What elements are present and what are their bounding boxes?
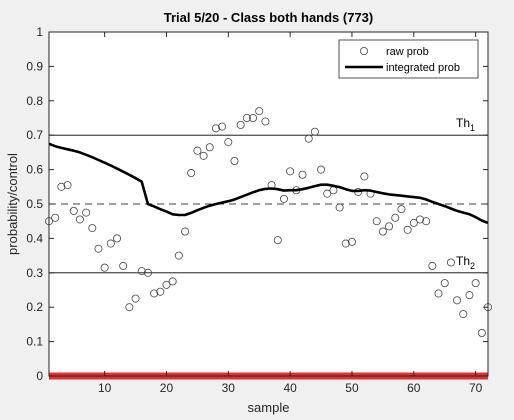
raw-prob-point <box>335 203 344 212</box>
raw-prob-point <box>82 208 91 217</box>
y-tick-label: 0 <box>36 369 43 383</box>
raw-prob-point <box>323 189 332 198</box>
y-tick-label: 0.8 <box>26 94 43 108</box>
raw-prob-point <box>477 328 486 337</box>
raw-prob-point <box>298 170 307 179</box>
legend: raw prob integrated prob <box>338 39 479 79</box>
integrated-prob-line <box>48 142 489 225</box>
threshold-label-2: Th2 <box>456 254 475 271</box>
y-tick-label: 0.9 <box>26 59 43 73</box>
raw-prob-point <box>187 169 196 178</box>
raw-prob-point <box>113 234 122 243</box>
raw-prob-point <box>69 206 78 215</box>
raw-prob-point <box>224 138 233 147</box>
raw-prob-point <box>397 205 406 214</box>
raw-prob-point <box>119 261 128 270</box>
raw-prob-point <box>465 291 474 300</box>
plot-frame <box>48 31 489 377</box>
raw-prob-point <box>255 107 264 116</box>
raw-prob-point <box>205 143 214 152</box>
raw-prob-point <box>453 296 462 305</box>
raw-prob-point <box>310 127 319 136</box>
raw-prob-point <box>273 236 282 245</box>
raw-prob-point <box>286 167 295 176</box>
raw-prob-point <box>181 227 190 236</box>
raw-prob-point <box>341 239 350 248</box>
raw-prob-point <box>236 120 245 129</box>
y-tick-label: 1 <box>36 25 43 39</box>
raw-prob-point <box>317 165 326 174</box>
raw-prob-point <box>63 181 72 190</box>
raw-prob-point <box>347 237 356 246</box>
raw-prob-point <box>94 244 103 253</box>
raw-prob-point <box>440 279 449 288</box>
x-tick-label: 10 <box>98 381 112 395</box>
raw-prob-point <box>403 225 412 234</box>
raw-prob-point <box>211 124 220 133</box>
legend-raw-label: raw prob <box>386 46 429 58</box>
y-axis-label: probability/control <box>5 153 20 255</box>
raw-prob-point <box>378 227 387 236</box>
raw-prob-point <box>415 215 424 224</box>
x-tick-label: 60 <box>407 381 421 395</box>
raw-prob-point <box>471 279 480 288</box>
raw-prob-point <box>391 213 400 222</box>
raw-prob-point <box>422 217 431 226</box>
x-tick-label: 30 <box>222 381 236 395</box>
y-tick-label: 0.3 <box>26 266 43 280</box>
raw-prob-point <box>218 122 227 131</box>
raw-prob-point <box>230 156 239 165</box>
raw-prob-point <box>106 239 115 248</box>
threshold-label-1: Th1 <box>456 116 475 133</box>
raw-prob-point <box>434 289 443 298</box>
y-tick-label: 0.7 <box>26 128 43 142</box>
raw-prob-point <box>168 277 177 286</box>
x-tick-label: 40 <box>283 381 297 395</box>
legend-integrated-label: integrated prob <box>386 62 460 74</box>
raw-prob-point <box>446 258 455 267</box>
raw-prob-point <box>57 182 66 191</box>
raw-prob-point <box>360 172 369 181</box>
raw-prob-point <box>193 146 202 155</box>
raw-prob-point <box>143 268 152 277</box>
raw-prob-point <box>156 287 165 296</box>
legend-box <box>338 39 479 79</box>
raw-prob-point <box>174 251 183 260</box>
y-tick-label: 0.6 <box>26 163 43 177</box>
raw-prob-point <box>137 267 146 276</box>
raw-prob-point <box>125 303 134 312</box>
x-tick-label: 20 <box>160 381 174 395</box>
raw-prob-point <box>51 213 60 222</box>
raw-prob-point <box>409 218 418 227</box>
raw-prob-point <box>150 289 159 298</box>
raw-prob-point <box>131 294 140 303</box>
raw-prob-point <box>249 114 258 123</box>
raw-prob-point <box>261 117 270 126</box>
raw-prob-point <box>372 217 381 226</box>
chart-title: Trial 5/20 - Class both hands (773) <box>164 10 374 25</box>
y-tick-label: 0.1 <box>26 335 43 349</box>
raw-prob-point <box>242 114 251 123</box>
raw-prob-point <box>100 263 109 272</box>
raw-prob-point <box>279 194 288 203</box>
raw-prob-point <box>199 151 208 160</box>
raw-prob-point <box>459 310 468 319</box>
x-axis-label: sample <box>248 400 290 415</box>
raw-prob-point <box>75 215 84 224</box>
raw-prob-point <box>162 280 171 289</box>
x-tick-label: 50 <box>345 381 359 395</box>
y-tick-label: 0.5 <box>26 197 43 211</box>
x-tick-label: 70 <box>469 381 483 395</box>
y-tick-label: 0.2 <box>26 300 43 314</box>
y-tick-label: 0.4 <box>26 231 43 245</box>
raw-prob-point <box>385 222 394 231</box>
raw-prob-point <box>88 224 97 233</box>
raw-prob-point <box>428 261 437 270</box>
legend-raw-marker <box>359 47 368 56</box>
raw-prob-point <box>304 134 313 143</box>
